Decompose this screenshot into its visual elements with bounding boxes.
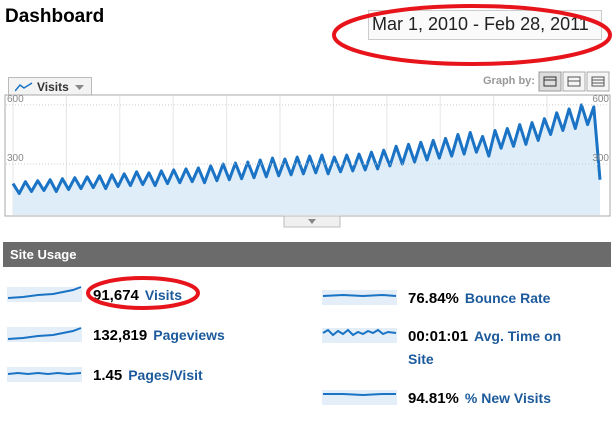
- metric-link[interactable]: Visits: [144, 287, 182, 303]
- metric: 132,819 Pageviews: [93, 324, 313, 347]
- area: [13, 104, 600, 215]
- y-tick-label: 300: [592, 153, 609, 164]
- sparkline-bg: [322, 390, 397, 405]
- page-title: Dashboard: [5, 6, 105, 27]
- visits-chart: Mar 1Apr 3May 6Jun 8Jul 11Aug 13Sep 15Oc…: [4, 94, 611, 228]
- section-header: Site Usage: [3, 242, 611, 267]
- metric: 1.45 Pages/Visit: [93, 364, 313, 387]
- date-range[interactable]: Mar 1, 2010 - Feb 28, 2011: [372, 14, 589, 34]
- sparkline-line: [323, 393, 396, 397]
- metric-link[interactable]: Pages/Visit: [128, 367, 203, 383]
- section-title: Site Usage: [10, 247, 77, 262]
- annotation-circle: [86, 276, 200, 310]
- y-tick-label: 300: [7, 153, 24, 164]
- sparkline-line: [322, 328, 397, 337]
- metric-value: 91,674: [93, 287, 139, 304]
- dropdown-arrow: [75, 85, 84, 90]
- annotation-circle: [332, 4, 612, 66]
- metric-label: Visits: [37, 80, 69, 94]
- metric-link[interactable]: Bounce Rate: [464, 290, 551, 306]
- metric-value: 132,819: [93, 327, 148, 344]
- metric-link[interactable]: % New Visits: [464, 390, 551, 406]
- metric: 00:01:01 Avg. Time on Site: [408, 325, 583, 371]
- sparkline-line: [7, 327, 82, 340]
- sparkline: [7, 367, 82, 382]
- sparkline-line: [7, 286, 82, 299]
- metric-value: 1.45: [93, 367, 123, 384]
- metric: 94.81% % New Visits: [408, 387, 616, 410]
- graph-by-label: Graph by:: [483, 75, 535, 87]
- metric-selector[interactable]: Visits: [8, 77, 92, 96]
- y-tick-label: 600: [7, 94, 24, 105]
- line-icon: [15, 82, 33, 92]
- sparkline-line: [322, 293, 397, 298]
- series-line: [11, 103, 602, 195]
- graph-by-buttons: [538, 71, 610, 92]
- sparkline: [7, 286, 82, 302]
- metric-value: 76.84%: [408, 290, 459, 307]
- metric-value: 94.81%: [408, 390, 459, 407]
- metric-link[interactable]: Pageviews: [153, 327, 225, 343]
- sparkline-bg: [7, 327, 82, 342]
- sparkline: [322, 290, 397, 305]
- sparkline-line: [7, 371, 82, 376]
- y-tick-label: 600: [592, 94, 609, 105]
- sparkline: [322, 390, 397, 405]
- metric-value: 00:01:01: [408, 328, 469, 345]
- metric: 91,674 Visits: [93, 284, 313, 307]
- sparkline-bg: [322, 290, 397, 305]
- metric-link[interactable]: Avg. Time on Site: [408, 328, 562, 367]
- metric: 76.84% Bounce Rate: [408, 287, 616, 310]
- sparkline: [7, 327, 82, 342]
- sparkline: [322, 328, 397, 343]
